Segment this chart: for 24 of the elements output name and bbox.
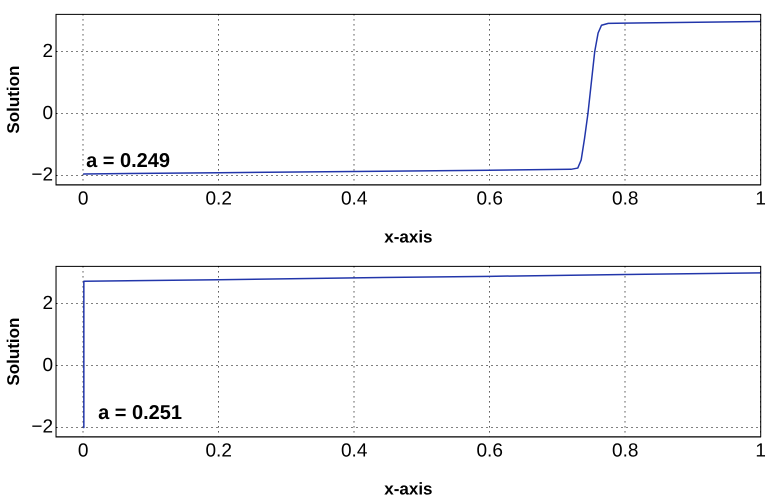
y-tick-label: 2 bbox=[42, 40, 54, 62]
y-tick-label: 2 bbox=[42, 292, 54, 314]
x-tick-label: 0.8 bbox=[612, 188, 638, 210]
x-tick-label: 0.2 bbox=[205, 188, 232, 210]
x-tick-label: 0 bbox=[78, 188, 88, 210]
x-tick-label: 0.6 bbox=[476, 440, 503, 462]
x-tick-label: 1 bbox=[755, 188, 766, 210]
y-tick-label: 0 bbox=[42, 354, 54, 376]
annotation: a = 0.249 bbox=[86, 150, 170, 172]
x-tick-label: 0.8 bbox=[612, 440, 638, 462]
y-tick-label: −2 bbox=[31, 416, 54, 438]
y-axis-title: Solution bbox=[4, 66, 23, 134]
x-tick-label: 0.4 bbox=[340, 188, 368, 210]
x-axis-title: x-axis bbox=[384, 479, 432, 498]
x-axis-title: x-axis bbox=[384, 227, 432, 246]
y-axis-title: Solution bbox=[4, 318, 23, 386]
x-tick-label: 0.6 bbox=[476, 188, 503, 210]
annotation: a = 0.251 bbox=[98, 402, 182, 424]
y-tick-label: −2 bbox=[31, 164, 54, 186]
x-tick-label: 0.4 bbox=[340, 440, 368, 462]
x-tick-label: 0 bbox=[78, 440, 88, 462]
y-tick-label: 0 bbox=[42, 102, 54, 124]
x-tick-label: 1 bbox=[755, 440, 766, 462]
x-tick-label: 0.2 bbox=[205, 440, 232, 462]
